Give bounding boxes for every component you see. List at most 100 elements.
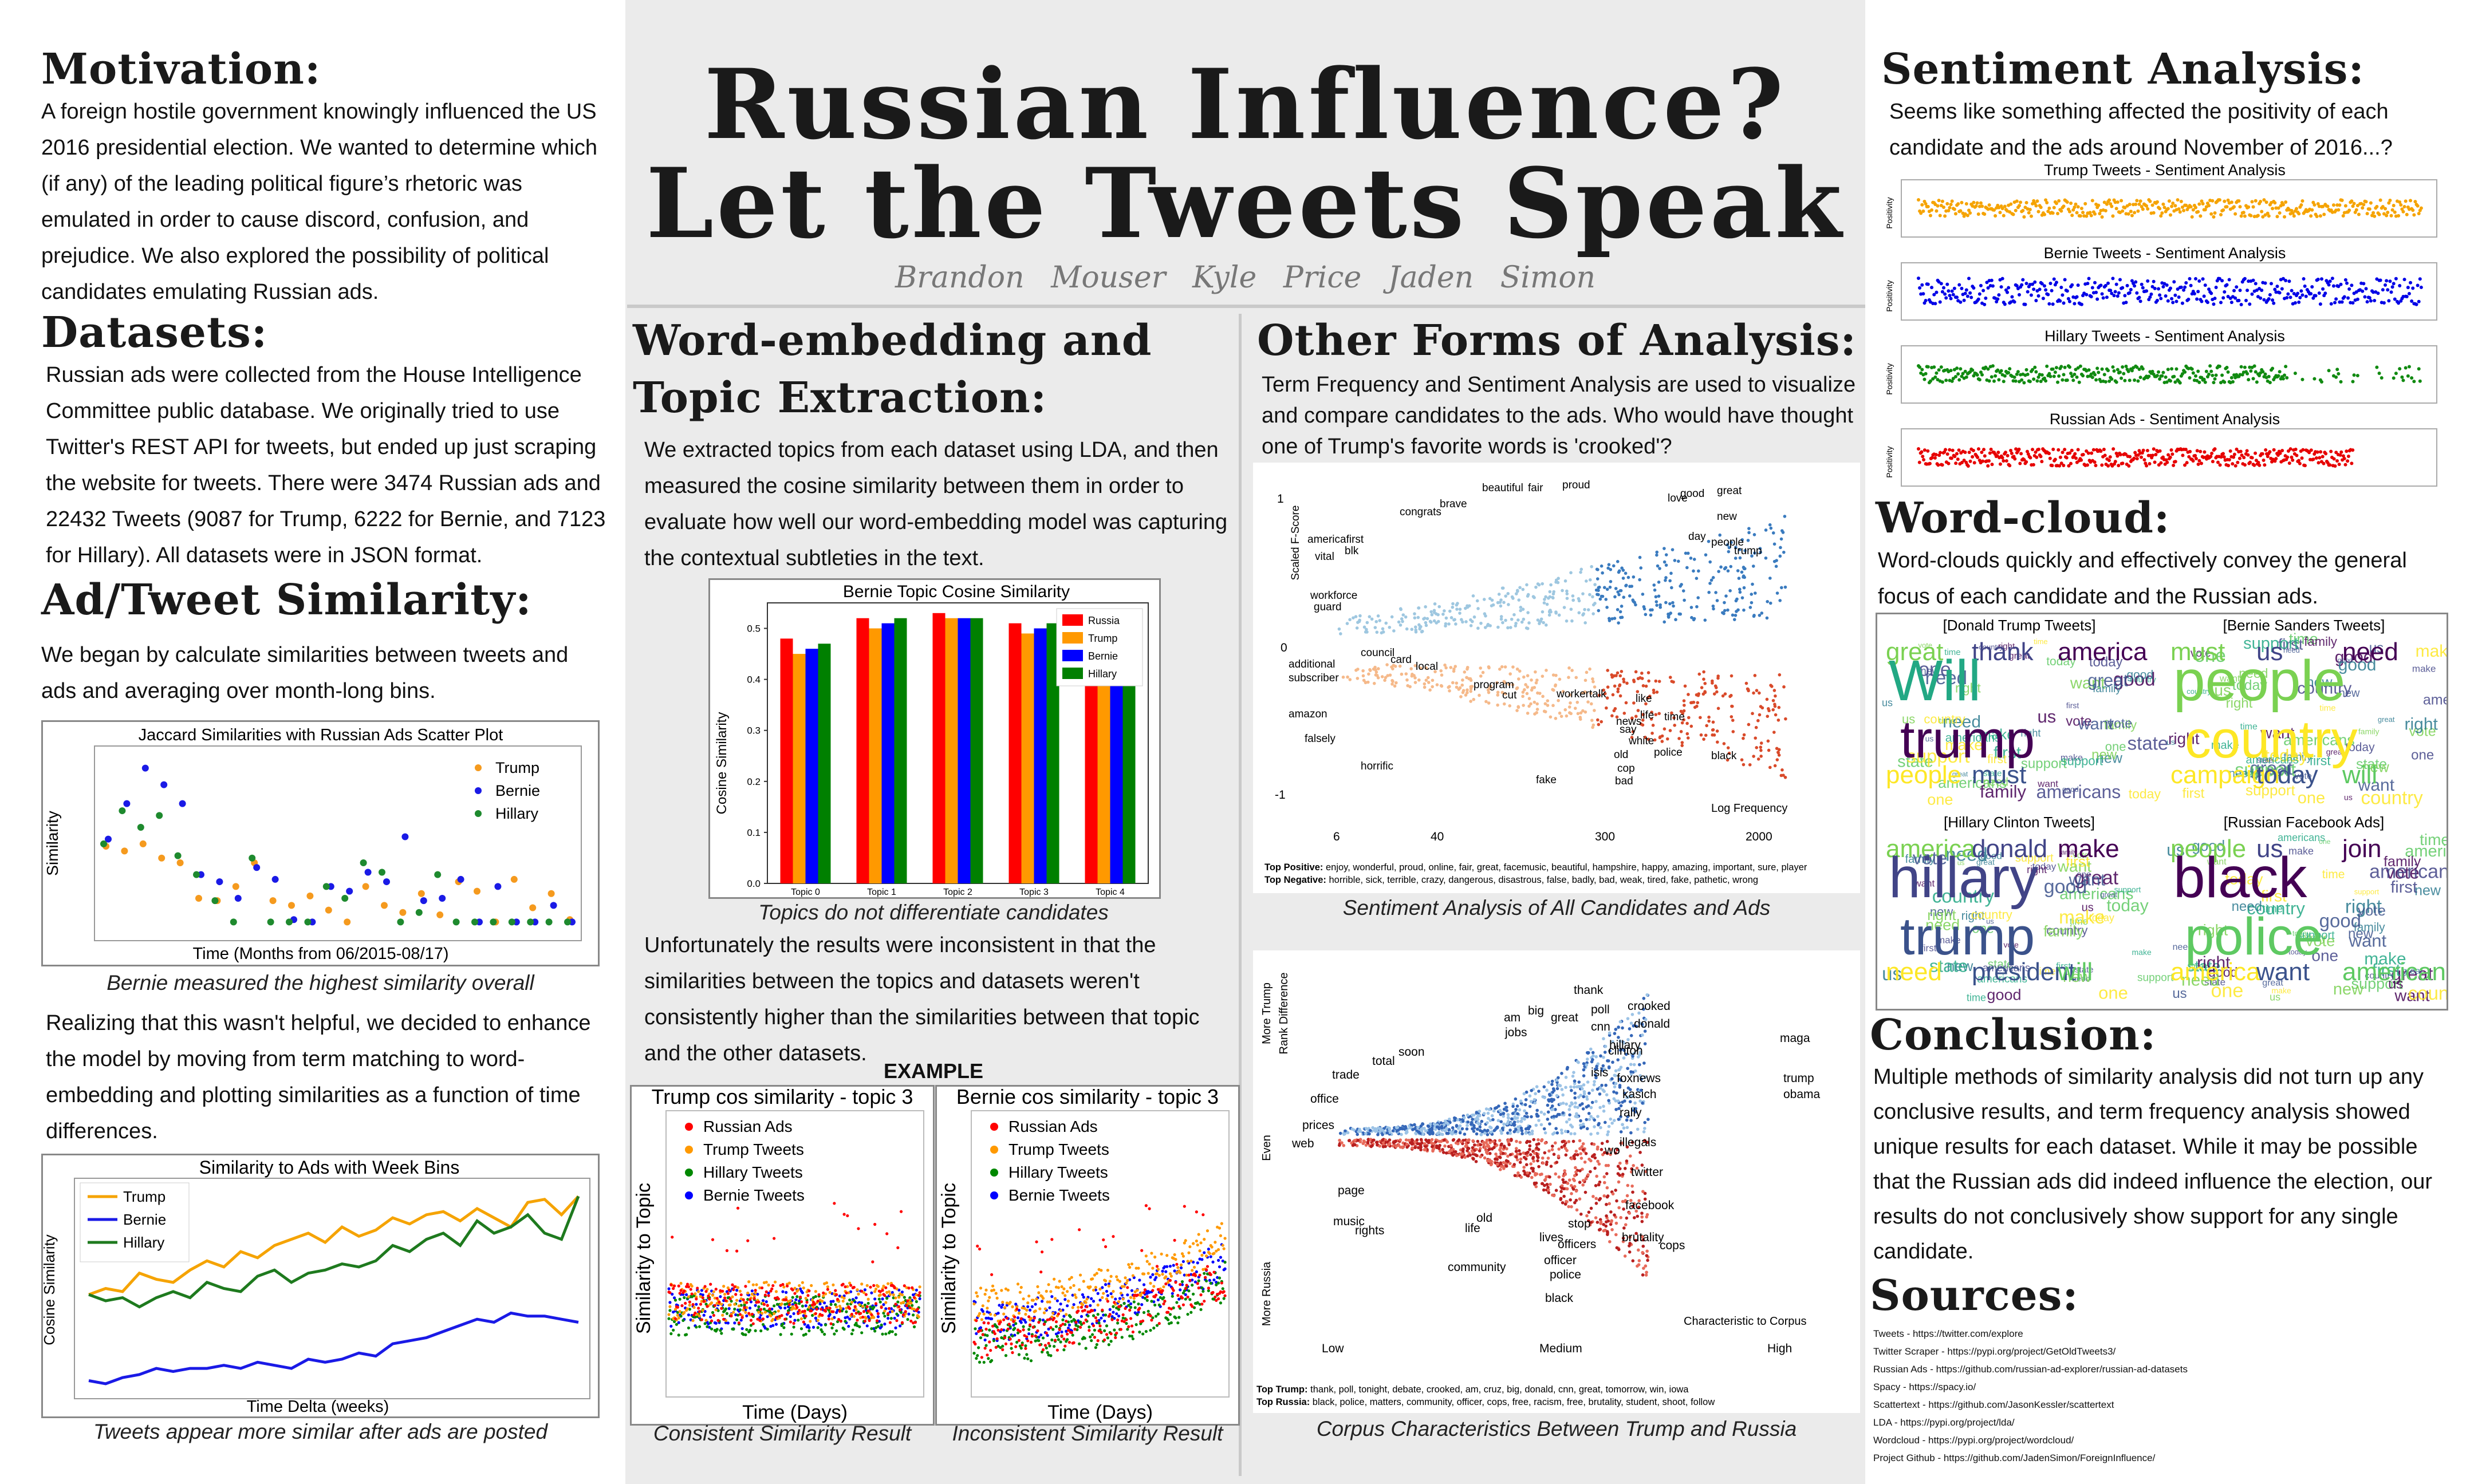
sent-dot [1590, 565, 1593, 569]
ex-point [804, 1315, 807, 1318]
sent-dot [1499, 604, 1503, 608]
sent-dot [1484, 700, 1488, 704]
corpus-dot [1500, 1131, 1503, 1135]
sent-dot [1341, 675, 1345, 679]
ex-point [1209, 1281, 1212, 1285]
sent-dot [1685, 721, 1689, 725]
sent-dot [1405, 678, 1409, 682]
ex-point [834, 1289, 837, 1292]
corpus-dot [1461, 1152, 1464, 1156]
sent-dot [1502, 601, 1506, 605]
ex-point [1088, 1329, 1091, 1332]
corpus-dot [1550, 1144, 1554, 1148]
ex-point [828, 1307, 832, 1310]
sent-dot [1534, 585, 1538, 589]
corpus-dot [1640, 1219, 1644, 1223]
similarity-section: Ad/Tweet Similarity: We began by calcula… [41, 575, 608, 709]
ex-point [804, 1332, 807, 1336]
sentiment-point [2018, 204, 2021, 208]
sent-dot [1613, 595, 1617, 599]
sent-word-label: cop [1617, 763, 1635, 775]
sent-dot [1499, 615, 1503, 618]
ex-point [1142, 1311, 1146, 1315]
sentiment-point [2343, 204, 2347, 208]
ex-point [1218, 1226, 1222, 1230]
ex-point [1173, 1269, 1176, 1273]
ex-point [807, 1326, 811, 1329]
corpus-dot [1645, 993, 1649, 997]
sent-dot [1772, 689, 1776, 692]
sent-dot [1605, 587, 1609, 591]
sent-dot [1558, 677, 1562, 681]
sent-dot [1620, 669, 1624, 673]
ex-point [1093, 1336, 1097, 1339]
sent-dot [1664, 563, 1668, 567]
scatter-point-bernie [216, 878, 223, 886]
corpus-dot [1621, 1123, 1624, 1126]
sent-dot [1393, 665, 1397, 668]
other-analysis-text: Term Frequency and Sentiment Analysis ar… [1262, 373, 1856, 459]
corpus-dot [1495, 1158, 1499, 1161]
corpus-dot [1483, 1146, 1487, 1150]
corpus-dot [1595, 1174, 1598, 1178]
corpus-dot [1545, 1088, 1549, 1092]
sent-dot [1671, 548, 1675, 551]
ex-point [1047, 1327, 1050, 1331]
sent-dot [1699, 716, 1702, 720]
ex-point [782, 1298, 786, 1301]
sent-dot [1581, 592, 1585, 595]
sent-dot [1742, 736, 1745, 740]
bar-bernie [958, 618, 971, 883]
ex-point [827, 1317, 830, 1321]
corpus-dot [1588, 1223, 1592, 1227]
ex-point [798, 1284, 801, 1288]
ex-point [718, 1300, 721, 1304]
sent-dot [1636, 677, 1640, 681]
sentiment-point [2263, 213, 2267, 217]
sent-dot [1579, 711, 1583, 715]
sent-dot [1574, 676, 1578, 680]
ex-point [1024, 1312, 1027, 1316]
sent-dot [1630, 717, 1634, 720]
ex-point [710, 1319, 714, 1323]
corpus-dot [1516, 1130, 1520, 1134]
sentiment-point [2024, 200, 2028, 204]
sent-dot [1689, 556, 1693, 560]
sentiment-point [2035, 199, 2039, 203]
scatter-point-hillary [322, 883, 330, 890]
sentiment-point [2318, 214, 2322, 218]
ex-point [1062, 1337, 1066, 1341]
corpus-xtick-medium: Medium [1539, 1342, 1582, 1355]
ex-point [688, 1304, 691, 1307]
ex-point [1197, 1286, 1200, 1290]
sent-dot [1352, 616, 1355, 619]
sent-dot [1755, 746, 1759, 749]
ex-point [669, 1283, 673, 1286]
corpus-dot [1573, 1174, 1577, 1178]
sentiment-point [2022, 215, 2026, 219]
ex-point [713, 1296, 716, 1300]
corpus-word-label: am [1504, 1011, 1520, 1024]
corpus-dot [1512, 1120, 1516, 1124]
ex-point [887, 1316, 890, 1320]
ex-point [850, 1300, 854, 1304]
corpus-dot [1567, 1205, 1570, 1209]
sent-dot [1591, 677, 1594, 681]
ex-point [801, 1291, 804, 1294]
sent-dot [1640, 672, 1644, 675]
ex-point [712, 1313, 716, 1317]
corpus-dot [1489, 1126, 1493, 1130]
sentiment-point [2052, 206, 2056, 210]
ex-point [1154, 1276, 1158, 1279]
ex-point [977, 1346, 980, 1349]
corpus-dot [1530, 1132, 1534, 1136]
ex-point [1010, 1342, 1013, 1345]
sentiment-point [2034, 204, 2038, 208]
ex-point [743, 1306, 746, 1309]
ex-point [917, 1293, 920, 1297]
ex-point [802, 1320, 805, 1324]
ex-point [1010, 1318, 1013, 1321]
corpus-dot [1499, 1165, 1503, 1169]
sentiment-point [2069, 201, 2073, 205]
ex-point [988, 1328, 991, 1332]
